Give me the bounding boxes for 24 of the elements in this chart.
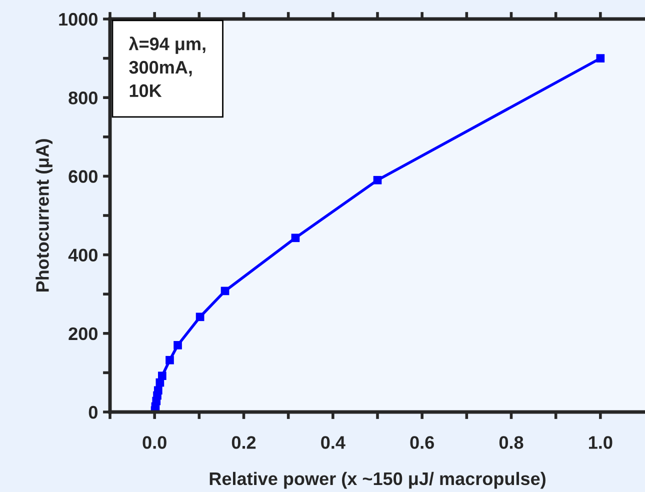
point — [373, 176, 382, 184]
annotation: λ=94 μm, 300mA, 10K — [128, 36, 206, 98]
point — [174, 341, 182, 350]
point — [154, 386, 162, 395]
x-tick-label: 0.0 — [142, 436, 166, 449]
y-tick-label: 600 — [68, 170, 98, 183]
point — [196, 312, 204, 322]
point — [158, 372, 166, 380]
y-tick-label: 1000 — [59, 12, 98, 26]
point — [220, 286, 230, 296]
y-tick-label: 0 — [88, 406, 98, 419]
x-tick-label: 0.6 — [410, 436, 434, 449]
y-tick-label: 400 — [68, 248, 98, 262]
x-tick-label: 0.8 — [499, 436, 524, 449]
point — [291, 234, 300, 242]
x-tick-label: 1.0 — [589, 436, 612, 449]
y-tick-label: 200 — [68, 327, 98, 340]
point — [596, 54, 605, 62]
point — [166, 356, 174, 364]
x-axis-title: Relative power (x ~150 μJ/ macropulse) — [210, 472, 546, 489]
y-axis-title: Photocurrent (μA) — [36, 139, 52, 292]
x-tick-label: 0.4 — [321, 436, 346, 449]
y-tick-label: 800 — [68, 92, 98, 104]
x-tick-label: 0.2 — [232, 436, 256, 449]
